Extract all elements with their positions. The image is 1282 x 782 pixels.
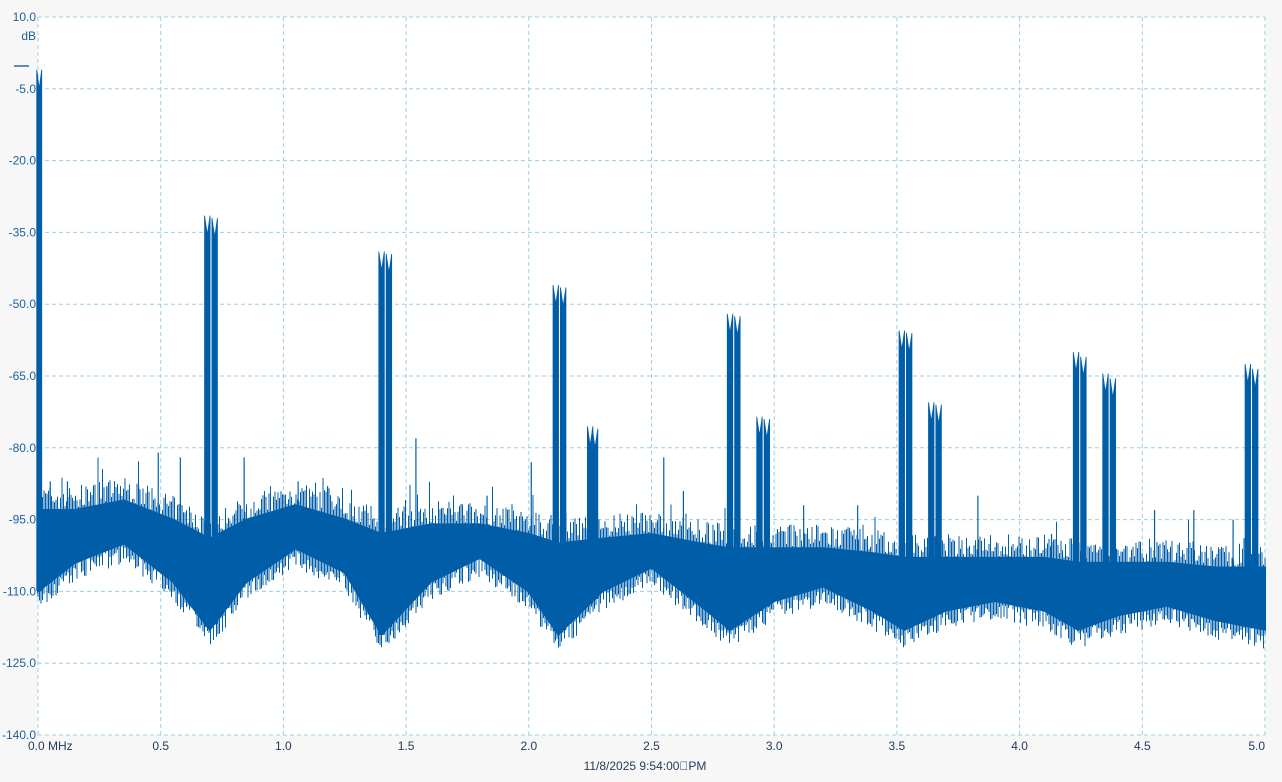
harmonic-peak: [1080, 356, 1087, 629]
harmonic-peak: [928, 402, 935, 618]
x-tick-label: 3.5: [889, 739, 906, 753]
y-tick-label: -125.0: [2, 656, 36, 670]
harmonic-peak: [378, 251, 385, 635]
x-tick-label: 0.0 MHz: [28, 739, 73, 753]
x-tick-label: 5.0: [1248, 739, 1265, 753]
harmonic-peak: [763, 419, 770, 607]
x-tick-label: 1.5: [398, 739, 415, 753]
harmonic-peak: [1109, 378, 1116, 618]
harmonic-peak: [36, 69, 43, 591]
y-axis-ticks: 10.0 -5.0 -20.0 -35.0 -50.0 -65.0 -80.0 -95.0 -1…: [2, 10, 36, 742]
x-tick-label: 0.5: [152, 739, 169, 753]
harmonic-peak: [1244, 363, 1251, 627]
harmonic-peak: [726, 313, 734, 631]
harmonic-peak: [587, 426, 594, 604]
y-tick-label: -50.0: [9, 297, 37, 311]
harmonic-peak: [1252, 368, 1259, 629]
y-tick-label: -20.0: [9, 154, 37, 168]
spectrum-series: [36, 69, 1266, 649]
harmonic-peak: [1102, 373, 1109, 621]
y-tick-label: -95.0: [9, 513, 37, 527]
harmonic-peak: [734, 316, 741, 626]
x-axis-ticks: 0.0 MHz 0.5 1.0 1.5 2.0 2.5 3.0 3.5 4.0 4.5 5.0: [28, 739, 1265, 753]
y-tick-label: -65.0: [9, 369, 37, 383]
x-tick-label: 4.0: [1011, 739, 1028, 753]
harmonic-peak: [591, 428, 599, 599]
timestamp: 11/8/2025 9:54:00 PM: [584, 759, 707, 773]
y-tick-label: -35.0: [9, 225, 37, 239]
x-tick-label: 1.0: [275, 739, 292, 753]
harmonic-peak: [204, 215, 211, 627]
y-tick-label: -110.0: [3, 584, 36, 598]
y-unit-label: dB: [21, 29, 36, 43]
harmonic-peak: [560, 287, 567, 631]
y-tick-label: -140.0: [2, 728, 36, 742]
harmonic-peak: [935, 404, 942, 615]
x-tick-label: 3.0: [766, 739, 783, 753]
harmonic-peak: [898, 330, 905, 629]
y-tick-label: -5.0: [15, 82, 36, 96]
harmonic-peak: [385, 253, 393, 627]
y-tick-label: 10.0: [13, 10, 37, 24]
x-tick-label: 4.5: [1134, 739, 1151, 753]
harmonic-peak: [552, 284, 559, 632]
y-tick-label: -80.0: [9, 441, 37, 455]
harmonic-peak: [211, 217, 218, 624]
harmonic-peak: [1072, 352, 1080, 629]
x-tick-label: 2.5: [643, 739, 660, 753]
harmonic-peak: [756, 416, 763, 611]
harmonic-peak: [906, 332, 913, 628]
x-tick-label: 2.0: [520, 739, 537, 753]
